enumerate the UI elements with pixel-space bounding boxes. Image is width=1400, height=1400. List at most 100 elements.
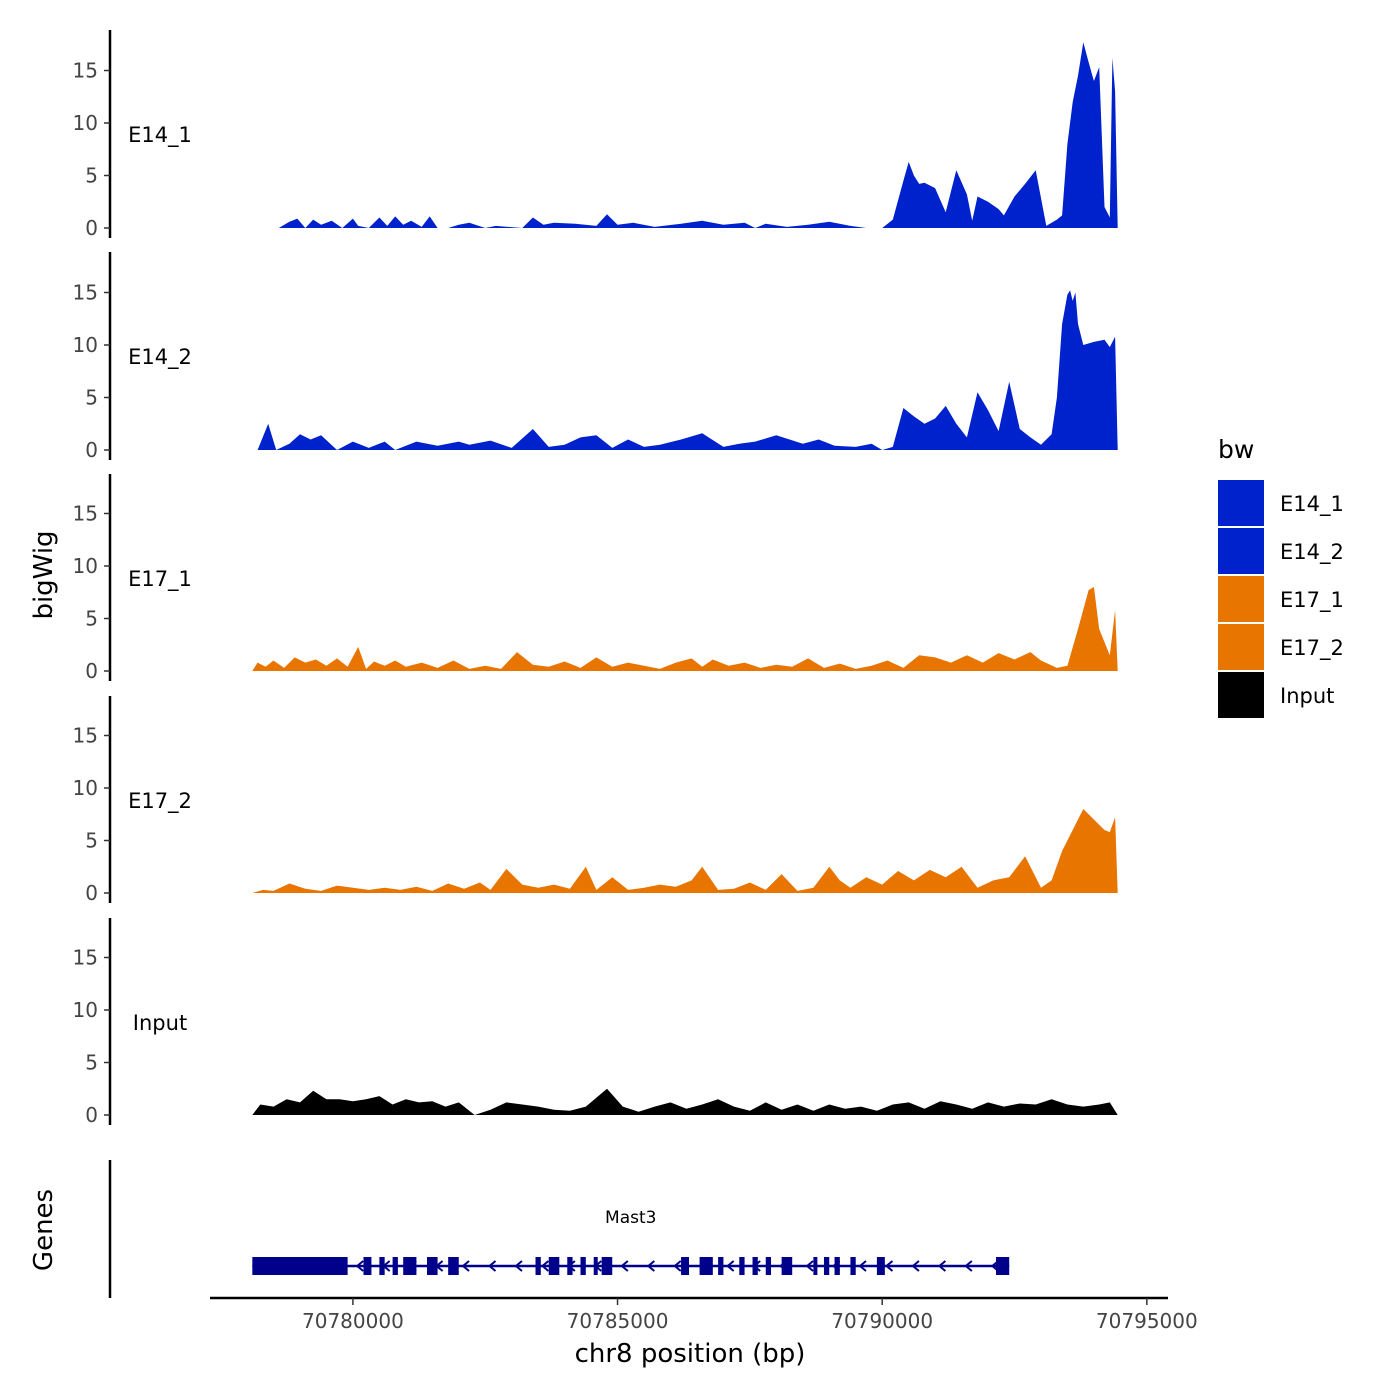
signal-area	[257, 290, 1118, 450]
gene-exon	[699, 1257, 713, 1275]
strand-arrow	[726, 1260, 735, 1272]
track-label: E17_1	[128, 567, 192, 592]
strand-arrow	[514, 1260, 523, 1272]
gene-exon	[718, 1257, 724, 1275]
x-axis-title: chr8 position (bp)	[575, 1339, 806, 1369]
gene-exon	[363, 1257, 372, 1275]
legend-label: E14_2	[1280, 540, 1344, 565]
signal-area	[252, 1088, 1118, 1115]
y-tick-label: 0	[85, 1103, 98, 1127]
track-label: Input	[133, 1011, 187, 1035]
track-e17-1: 0 5 10 15 E17_1	[73, 474, 1118, 683]
signal-tracks: 0 5 10 15 E14_1 0 5 10 15 E14_2 0 5 10 15 E17_1 0 5 10 15 E…	[73, 30, 1118, 1127]
gene-exon	[834, 1257, 840, 1275]
strand-arrow	[673, 1260, 682, 1272]
track-label: E17_2	[128, 789, 192, 814]
legend-label: E14_1	[1280, 492, 1344, 517]
signal-area	[252, 587, 1118, 671]
track-e14-1: 0 5 10 15 E14_1	[73, 30, 1118, 240]
y-tick-label: 0	[85, 881, 98, 905]
y-tick-label: 0	[85, 438, 98, 462]
signal-area	[252, 42, 1118, 229]
gene-exon	[752, 1257, 758, 1275]
gene-exon	[995, 1257, 1010, 1275]
x-tick-label: 70795000	[1096, 1309, 1198, 1333]
strand-arrow	[355, 1260, 364, 1272]
strand-arrow	[937, 1260, 947, 1272]
track-input: 0 5 10 15 Input	[73, 918, 1118, 1127]
legend-label: E17_1	[1280, 588, 1344, 613]
y-axis-title: bigWig	[29, 530, 59, 619]
gene-exon	[392, 1257, 398, 1275]
y-tick-label: 5	[85, 164, 98, 188]
legend-label: Input	[1280, 684, 1334, 708]
gene-exon	[379, 1257, 385, 1275]
track-label: E14_2	[128, 345, 192, 370]
gene-exon	[567, 1257, 573, 1275]
y-tick-label: 15	[73, 502, 98, 526]
legend: bw E14_1 E14_2 E17_1 E17_2 Input	[1218, 435, 1344, 718]
gene-exon	[593, 1257, 598, 1275]
strand-arrow	[620, 1260, 629, 1272]
gene-exon	[403, 1257, 417, 1275]
track-e14-2: 0 5 10 15 E14_2	[73, 252, 1118, 462]
y-tick-label: 15	[73, 59, 98, 83]
genes-axis-title: Genes	[29, 1189, 59, 1271]
strand-arrow	[646, 1260, 655, 1272]
y-tick-label: 5	[85, 607, 98, 631]
y-tick-label: 5	[85, 1051, 98, 1075]
legend-swatch	[1218, 576, 1264, 622]
gene-exon	[823, 1257, 830, 1275]
gene-exon	[548, 1257, 560, 1275]
legend-swatch	[1218, 528, 1264, 574]
x-tick-label: 70780000	[302, 1309, 404, 1333]
legend-swatch	[1218, 672, 1264, 718]
legend-title: bw	[1218, 435, 1254, 464]
y-tick-label: 10	[73, 111, 98, 135]
y-tick-label: 0	[85, 659, 98, 683]
y-tick-label: 10	[73, 333, 98, 357]
strand-arrow	[858, 1260, 867, 1272]
gene-exon	[252, 1257, 348, 1275]
legend-swatch	[1218, 480, 1264, 526]
gene-exon	[681, 1257, 689, 1275]
strand-arrow	[884, 1260, 894, 1272]
gene-exon	[781, 1257, 793, 1275]
strand-arrow	[540, 1260, 550, 1272]
strand-arrow	[461, 1260, 470, 1272]
y-tick-label: 0	[85, 216, 98, 240]
gene-exon	[813, 1257, 818, 1275]
gene-exon	[876, 1257, 885, 1275]
x-tick-label: 70785000	[567, 1309, 669, 1333]
gene-track: Mast3	[108, 1160, 1010, 1298]
strand-arrow	[487, 1260, 497, 1272]
gene-exon	[427, 1257, 438, 1275]
gene-exon	[850, 1257, 856, 1275]
y-tick-label: 5	[85, 829, 98, 853]
gene-exon	[601, 1257, 613, 1275]
strand-arrow	[805, 1260, 814, 1272]
y-tick-label: 15	[73, 946, 98, 970]
y-tick-label: 5	[85, 386, 98, 410]
gene-exon	[765, 1257, 772, 1275]
y-tick-label: 10	[73, 554, 98, 578]
gene-exon	[448, 1257, 459, 1275]
y-tick-label: 15	[73, 724, 98, 748]
gene-exon	[739, 1257, 745, 1275]
legend-label: E17_2	[1280, 636, 1344, 661]
track-e17-2: 0 5 10 15 E17_2	[73, 696, 1118, 905]
strand-arrow	[911, 1260, 920, 1272]
legend-swatch	[1218, 624, 1264, 670]
strand-arrow	[964, 1260, 973, 1272]
gene-exon	[580, 1257, 586, 1275]
track-label: E14_1	[128, 123, 192, 148]
y-tick-label: 15	[73, 281, 98, 305]
y-tick-label: 10	[73, 998, 98, 1022]
y-tick-label: 10	[73, 776, 98, 800]
x-axis: 70780000 70785000 70790000 70795000	[210, 1296, 1198, 1333]
gene-name-label: Mast3	[605, 1208, 656, 1228]
signal-area	[252, 809, 1118, 893]
gene-exon	[535, 1257, 541, 1275]
x-tick-label: 70790000	[831, 1309, 933, 1333]
